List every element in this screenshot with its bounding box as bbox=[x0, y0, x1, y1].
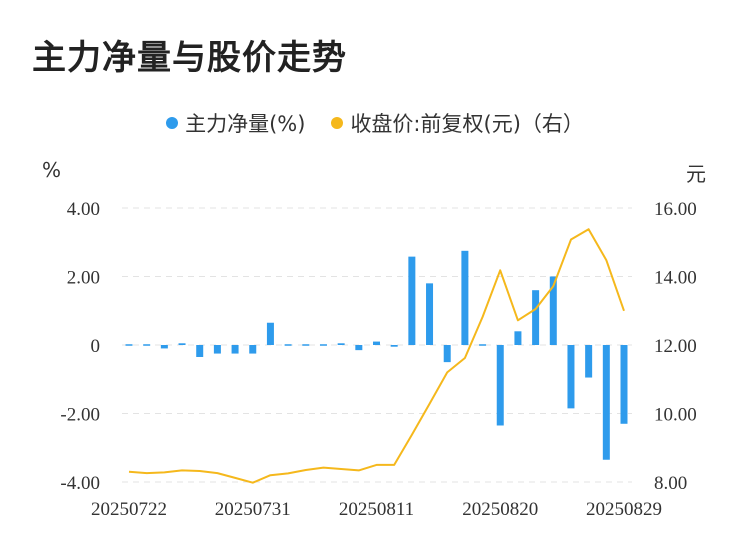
net-flow-bar bbox=[213, 345, 221, 354]
net-flow-bar bbox=[125, 344, 133, 346]
net-flow-bar bbox=[143, 344, 151, 346]
net-flow-bar bbox=[408, 256, 416, 345]
net-flow-bar bbox=[549, 276, 557, 345]
y-right-tick-label: 8.00 bbox=[654, 473, 687, 494]
net-flow-bar bbox=[620, 345, 628, 424]
y-right-tick-label: 12.00 bbox=[654, 336, 697, 357]
net-flow-bar bbox=[585, 345, 593, 378]
net-flow-bar bbox=[373, 341, 380, 345]
net-flow-bar bbox=[461, 250, 469, 345]
net-flow-bar bbox=[337, 343, 345, 345]
net-flow-bar bbox=[266, 322, 274, 345]
legend-dot-net-flow bbox=[166, 117, 179, 129]
chart-title: 主力净量与股价走势 bbox=[32, 38, 347, 78]
net-flow-bar bbox=[178, 343, 186, 345]
legend-item-close-price[interactable]: 收盘价:前复权(元)（右） bbox=[331, 108, 584, 138]
net-flow-bar bbox=[196, 345, 204, 357]
y-left-tick-label: -4.00 bbox=[60, 473, 100, 494]
y-left-tick-label: 4.00 bbox=[67, 199, 100, 220]
x-tick-label: 20250811 bbox=[339, 499, 414, 520]
x-tick-label: 20250820 bbox=[462, 499, 538, 520]
y-right-tick-label: 16.00 bbox=[654, 199, 697, 220]
net-flow-bar bbox=[390, 345, 398, 347]
legend-label-close-price: 收盘价:前复权(元)（右） bbox=[350, 112, 584, 136]
y-right-tick-label: 10.00 bbox=[654, 405, 697, 426]
net-flow-bar bbox=[496, 345, 504, 426]
net-flow-bar bbox=[355, 345, 363, 351]
net-flow-bar bbox=[426, 283, 434, 345]
y-right-tick-label: 14.00 bbox=[654, 268, 697, 289]
net-flow-bar bbox=[479, 344, 487, 346]
legend-dot-close-price bbox=[331, 117, 344, 129]
net-flow-bar bbox=[160, 345, 168, 349]
net-flow-bar bbox=[602, 345, 610, 460]
x-tick-label: 20250829 bbox=[586, 499, 662, 520]
legend: 主力净量(%) 收盘价:前复权(元)（右） bbox=[0, 108, 750, 138]
x-tick-label: 20250731 bbox=[215, 499, 291, 520]
y-left-tick-label: -2.00 bbox=[60, 405, 100, 426]
net-flow-bar bbox=[514, 331, 522, 345]
net-flow-bar bbox=[532, 290, 540, 345]
legend-item-net-flow[interactable]: 主力净量(%) bbox=[166, 108, 305, 138]
y-left-tick-label: 0 bbox=[91, 336, 101, 357]
net-flow-bar bbox=[302, 344, 310, 346]
right-axis-unit: 元 bbox=[686, 162, 706, 186]
net-flow-bar bbox=[567, 345, 575, 409]
y-left-tick-label: 2.00 bbox=[67, 268, 100, 289]
legend-label-net-flow: 主力净量(%) bbox=[185, 112, 306, 136]
net-flow-bar bbox=[231, 345, 239, 354]
net-flow-bar bbox=[284, 344, 292, 346]
net-flow-bar bbox=[249, 345, 257, 354]
close-price-line bbox=[128, 228, 625, 484]
net-flow-bar bbox=[443, 345, 451, 363]
net-flow-bar bbox=[319, 344, 327, 346]
x-tick-label: 20250722 bbox=[91, 499, 167, 520]
left-axis-unit: % bbox=[42, 158, 62, 182]
